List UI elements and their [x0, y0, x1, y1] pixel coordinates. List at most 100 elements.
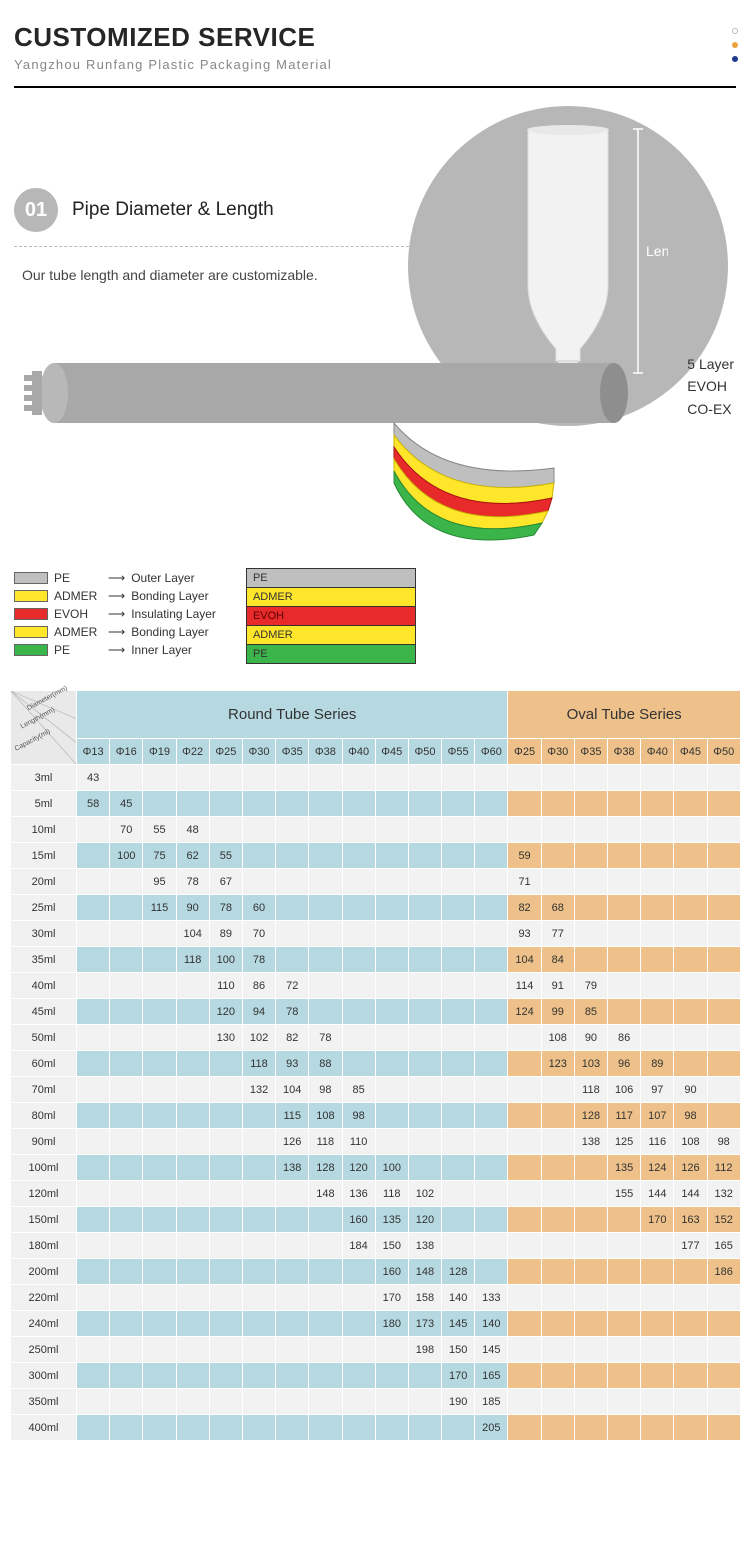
legend-role: Inner Layer [131, 643, 192, 657]
table-row: 220ml170158140133 [11, 1285, 741, 1311]
table-row: 350ml190185 [11, 1389, 741, 1415]
oval-cell [674, 973, 707, 999]
round-cell [442, 765, 475, 791]
oval-cell [541, 817, 574, 843]
round-cell [110, 947, 143, 973]
round-cell: 150 [375, 1233, 408, 1259]
oval-cell [508, 1233, 541, 1259]
oval-diam-header: Φ40 [641, 739, 674, 765]
round-cell: 190 [442, 1389, 475, 1415]
oval-cell [707, 1311, 740, 1337]
oval-cell [574, 1415, 607, 1441]
table-row: 80ml1151089812811710798 [11, 1103, 741, 1129]
round-cell [143, 1077, 176, 1103]
round-cell: 145 [475, 1337, 508, 1363]
round-cell: 115 [143, 895, 176, 921]
round-cell: 110 [342, 1129, 375, 1155]
oval-cell [508, 791, 541, 817]
round-cell [442, 1181, 475, 1207]
round-cell: 136 [342, 1181, 375, 1207]
round-cell [209, 1311, 242, 1337]
round-cell [475, 791, 508, 817]
round-cell [77, 1181, 110, 1207]
round-cell: 62 [176, 843, 209, 869]
oval-cell: 107 [641, 1103, 674, 1129]
oval-cell [608, 1363, 641, 1389]
round-cell: 43 [77, 765, 110, 791]
round-cell: 75 [143, 843, 176, 869]
oval-cell [674, 947, 707, 973]
oval-cell [508, 1025, 541, 1051]
table-row: 240ml180173145140 [11, 1311, 741, 1337]
arrow-icon: ⟶ [108, 625, 125, 639]
oval-cell [674, 1051, 707, 1077]
round-cell [143, 791, 176, 817]
oval-cell [574, 1233, 607, 1259]
table-row: 15ml10075625559 [11, 843, 741, 869]
round-cell [342, 1389, 375, 1415]
round-cell [309, 973, 342, 999]
round-cell [309, 1311, 342, 1337]
oval-cell [674, 1389, 707, 1415]
round-cell: 104 [176, 921, 209, 947]
table-corner: Diameter(mm) Length(mm) Capacity(ml) [11, 691, 77, 765]
round-cell [475, 895, 508, 921]
round-cell [309, 947, 342, 973]
round-cell [77, 869, 110, 895]
oval-cell [541, 1129, 574, 1155]
oval-cell [707, 817, 740, 843]
round-cell [143, 1259, 176, 1285]
oval-cell [707, 1415, 740, 1441]
legend-row: PE⟶Outer Layer [14, 570, 216, 586]
oval-diam-header: Φ38 [608, 739, 641, 765]
round-cell [475, 973, 508, 999]
round-cell [408, 1077, 441, 1103]
oval-cell [608, 791, 641, 817]
oval-cell [641, 869, 674, 895]
round-cell [276, 817, 309, 843]
capacity-cell: 15ml [11, 843, 77, 869]
layer-box-row: PE [247, 569, 415, 587]
round-cell: 120 [408, 1207, 441, 1233]
round-cell: 100 [110, 843, 143, 869]
oval-cell [508, 1337, 541, 1363]
size-table: Diameter(mm) Length(mm) Capacity(ml) Rou… [10, 690, 741, 1441]
oval-cell [707, 1077, 740, 1103]
oval-cell: 91 [541, 973, 574, 999]
oval-cell [707, 895, 740, 921]
round-cell [442, 1233, 475, 1259]
oval-cell: 106 [608, 1077, 641, 1103]
oval-cell [574, 791, 607, 817]
round-cell: 48 [176, 817, 209, 843]
round-cell: 150 [442, 1337, 475, 1363]
round-cell [176, 1129, 209, 1155]
round-cell: 100 [209, 947, 242, 973]
round-cell: 85 [342, 1077, 375, 1103]
round-cell [375, 1363, 408, 1389]
round-cell [110, 895, 143, 921]
round-cell [176, 791, 209, 817]
round-cell [77, 1337, 110, 1363]
oval-cell: 124 [641, 1155, 674, 1181]
oval-cell [541, 1103, 574, 1129]
round-cell [143, 1051, 176, 1077]
round-cell [475, 1025, 508, 1051]
oval-cell: 97 [641, 1077, 674, 1103]
oval-cell [707, 947, 740, 973]
round-cell [176, 1103, 209, 1129]
oval-cell [574, 1363, 607, 1389]
round-cell [209, 1415, 242, 1441]
oval-cell [508, 1311, 541, 1337]
oval-cell [541, 1389, 574, 1415]
capacity-cell: 35ml [11, 947, 77, 973]
oval-cell [707, 1051, 740, 1077]
round-cell: 132 [242, 1077, 275, 1103]
legend-row: ADMER⟶Bonding Layer [14, 588, 216, 604]
round-cell [110, 1415, 143, 1441]
oval-cell [707, 1389, 740, 1415]
table-row: 35ml1181007810484 [11, 947, 741, 973]
round-cell: 98 [342, 1103, 375, 1129]
oval-cell [707, 999, 740, 1025]
legend-name: PE [54, 643, 102, 657]
round-cell [276, 1337, 309, 1363]
